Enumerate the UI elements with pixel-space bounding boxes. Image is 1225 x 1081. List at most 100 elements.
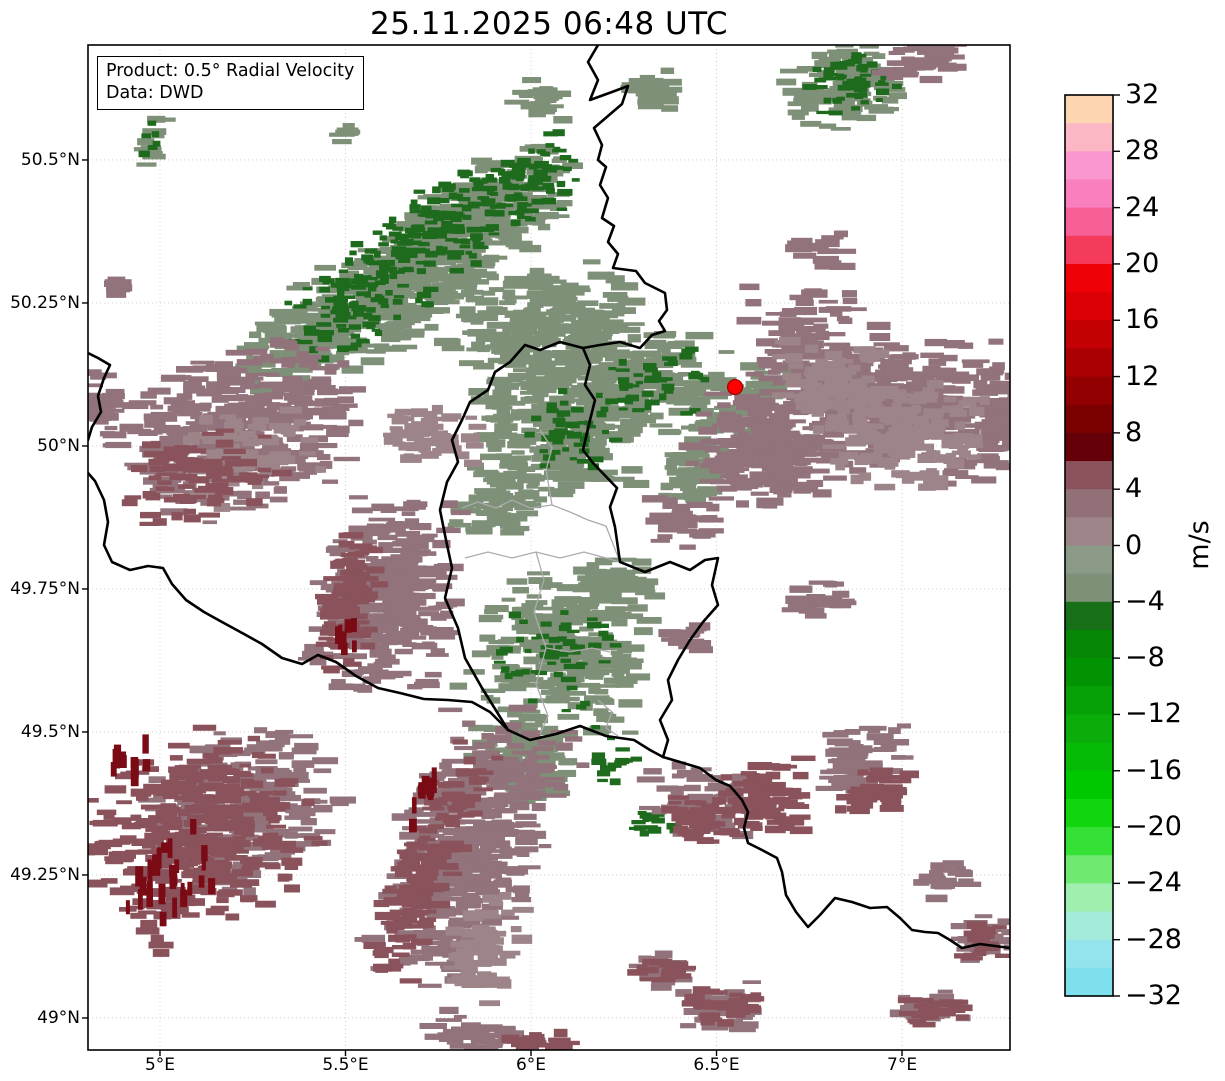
colorbar-band [1065,517,1113,547]
echo-blob-gm [678,391,847,509]
colorbar-band [1065,939,1113,969]
echo-blob-dg [802,52,902,116]
colorbar-band [1065,348,1113,378]
colorbar-band [1065,601,1113,631]
colorbar-band [1065,883,1113,913]
product-label: Product: 0.5° Radial Velocity [106,61,355,81]
colorbar-band [1065,573,1113,603]
colorbar-band [1065,629,1113,659]
radar-site-marker [726,378,744,396]
colorbar-band [1065,855,1113,884]
data-source-label: Data: DWD [106,83,204,104]
colorbar-band [1065,179,1113,209]
echo-blob-gg [504,77,573,124]
y-tick-label: 49.5°N [20,721,80,742]
y-tick-label: 49°N [37,1007,80,1028]
echo-blob-rs [681,986,765,1027]
colorbar-band [1065,461,1113,490]
echo-blob-dr [409,767,437,833]
colorbar-tick-label: 8 [1125,416,1143,448]
echo-blob-dg [138,120,161,158]
colorbar-tick-label: −20 [1125,811,1182,843]
colorbar-tick-label: −12 [1125,698,1182,730]
colorbar-band [1065,911,1113,941]
radar-echo-field [88,45,1010,1050]
country-border-line [581,45,669,350]
colorbar-tick-label: −8 [1125,642,1165,674]
echo-blob-gm [641,495,724,550]
region-border-line [461,429,553,509]
echo-blob-rs [712,755,816,837]
colorbar-band [1065,292,1113,321]
echo-blob-dg [284,226,434,363]
plot-frame [87,44,1011,1051]
echo-blob-dr [125,819,216,927]
colorbar-band [1065,770,1113,800]
echo-blob-gg [447,462,556,536]
echo-blob-gm [913,860,982,903]
country-border-line [88,351,112,442]
region-border-line [464,551,621,563]
colorbar-tick-label: −32 [1125,980,1182,1011]
colorbar-unit-label: m/s [1184,520,1215,570]
colorbar-band [1065,827,1113,856]
x-tick-label: 6.5°E [693,1055,740,1075]
colorbar-band [1065,967,1113,997]
region-border-line [551,504,621,563]
colorbar-ticks [1113,94,1120,997]
colorbar-band [1065,798,1113,828]
y-tick-label: 50.5°N [20,149,80,170]
y-tick-label: 50.25°N [10,292,80,313]
colorbar-band [1065,714,1113,744]
echo-blob-rs [954,921,1010,961]
colorbar-band [1065,376,1113,406]
region-border-line [597,699,619,737]
colorbar [1064,94,1120,997]
plot-title: 25.11.2025 06:48 UTC [370,6,728,42]
echo-blob-lm [803,377,990,491]
region-borders [461,429,621,737]
echo-blob-rs [501,1028,580,1050]
colorbar-tick-label: −4 [1125,585,1165,617]
echo-blob-rs [121,428,292,526]
x-tick-label: 7°E [887,1055,918,1075]
y-tick-label: 49.25°N [10,864,80,885]
country-border-line [438,340,585,732]
country-borders [88,45,1010,950]
x-tick-label: 5.5°E [322,1055,369,1075]
echo-blob-dg [493,610,622,730]
echo-blob-gm [104,276,133,298]
colorbar-band [1065,151,1113,181]
colorbar-tick-label: 4 [1125,473,1143,505]
colorbar-band [1065,404,1113,434]
echo-blob-rs [627,958,696,983]
colorbar-band [1065,545,1113,575]
echo-blob-rs [88,724,328,957]
echo-blob-dg [471,129,580,222]
colorbar-band [1065,686,1113,716]
colorbar-tick-label: 16 [1125,304,1160,336]
y-tick-label: 49.75°N [10,578,80,599]
echo-blob-gm [781,580,857,619]
echo-blob-gm [974,362,1010,471]
colorbar-tick-label: −16 [1125,754,1182,786]
echo-blob-gm [785,230,857,270]
colorbar-band [1065,320,1113,350]
colorbar-band [1065,432,1113,462]
country-border-line [88,471,510,732]
colorbar-tick-label: 28 [1125,135,1160,167]
colorbar-band [1065,742,1113,772]
colorbar-tick-label: 24 [1125,191,1160,223]
echo-blob-gg [329,123,361,145]
echo-blob-lm [772,336,890,415]
colorbar-tick-label: 12 [1125,360,1160,392]
colorbar-tick-label: −24 [1125,867,1182,899]
echo-blob-dr [110,734,151,787]
colorbar-tick-label: 32 [1125,79,1160,110]
colorbar-band [1065,658,1113,687]
x-tick-label: 6°E [515,1055,547,1075]
echo-blob-gg [620,67,683,112]
echo-blob-rs [661,795,740,844]
country-border-line [581,346,720,759]
